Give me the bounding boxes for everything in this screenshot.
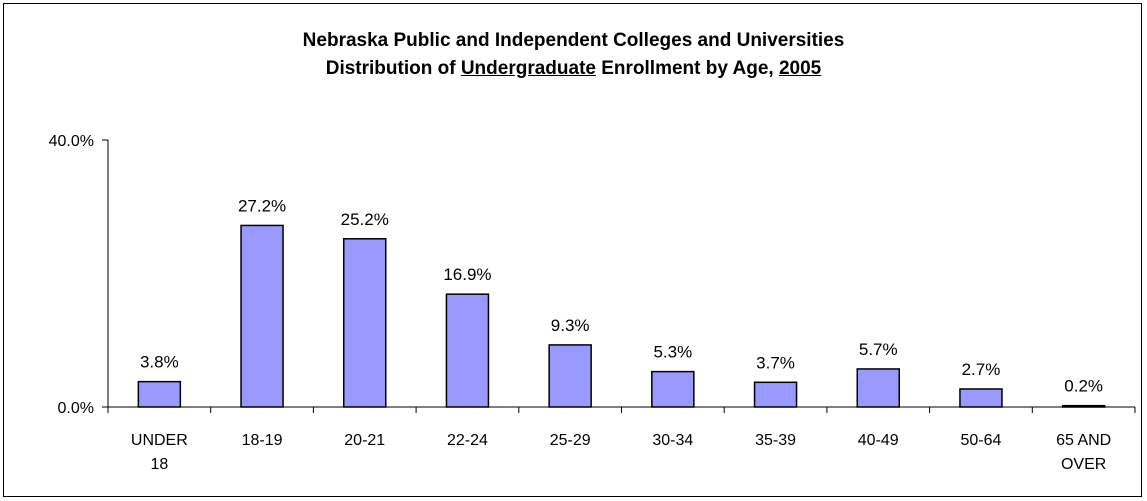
x-category-label: 35-39 xyxy=(755,432,796,449)
title-part-3: Enrollment by Age, xyxy=(595,58,779,79)
x-category-label: 40-49 xyxy=(858,432,899,449)
x-category-label: OVER xyxy=(1061,456,1106,473)
bar-value-label: 5.7% xyxy=(859,340,898,359)
bar xyxy=(856,368,900,408)
bar xyxy=(445,293,490,408)
chart-title-line1: Nebraska Public and Independent Colleges… xyxy=(302,30,845,51)
bar-value-label: 16.9% xyxy=(443,265,491,284)
bar-value-label: 2.7% xyxy=(962,360,1001,379)
x-category-label: 22-24 xyxy=(447,432,488,449)
bar xyxy=(137,380,182,408)
bar xyxy=(343,238,387,408)
x-category-label: 18-19 xyxy=(242,432,283,449)
y-tick-label: 40.0% xyxy=(49,133,94,150)
x-category-label: 50-64 xyxy=(960,432,1001,449)
chart-title-line2: Distribution of Undergraduate Enrollment… xyxy=(0,58,1147,80)
bar xyxy=(959,388,1003,408)
bar xyxy=(548,344,592,408)
x-category-label: 20-21 xyxy=(344,432,385,449)
title-part-1: Distribution of xyxy=(325,58,461,79)
x-category-label: 25-29 xyxy=(550,432,591,449)
title-part-2: Undergraduate xyxy=(460,58,596,79)
x-category-label: 30-34 xyxy=(652,432,693,449)
bar-value-label: 27.2% xyxy=(238,196,286,215)
bar-value-label: 9.3% xyxy=(551,316,590,335)
bar-value-label: 0.2% xyxy=(1064,377,1103,396)
bar xyxy=(240,224,284,408)
title-part-4: 2005 xyxy=(778,58,822,79)
bar-value-label: 25.2% xyxy=(341,210,389,229)
bar xyxy=(1061,404,1106,408)
x-category-label: 18 xyxy=(150,456,168,473)
bar-value-label: 5.3% xyxy=(653,343,692,362)
bar-value-label: 3.8% xyxy=(140,353,179,372)
y-tick-label: 0.0% xyxy=(58,400,94,417)
bar-value-label: 3.7% xyxy=(756,353,795,372)
x-category-label: UNDER xyxy=(131,432,188,449)
x-category-label: 65 AND xyxy=(1056,432,1111,449)
chart-frame xyxy=(3,3,1142,497)
bar xyxy=(651,370,695,408)
bar xyxy=(753,381,798,408)
